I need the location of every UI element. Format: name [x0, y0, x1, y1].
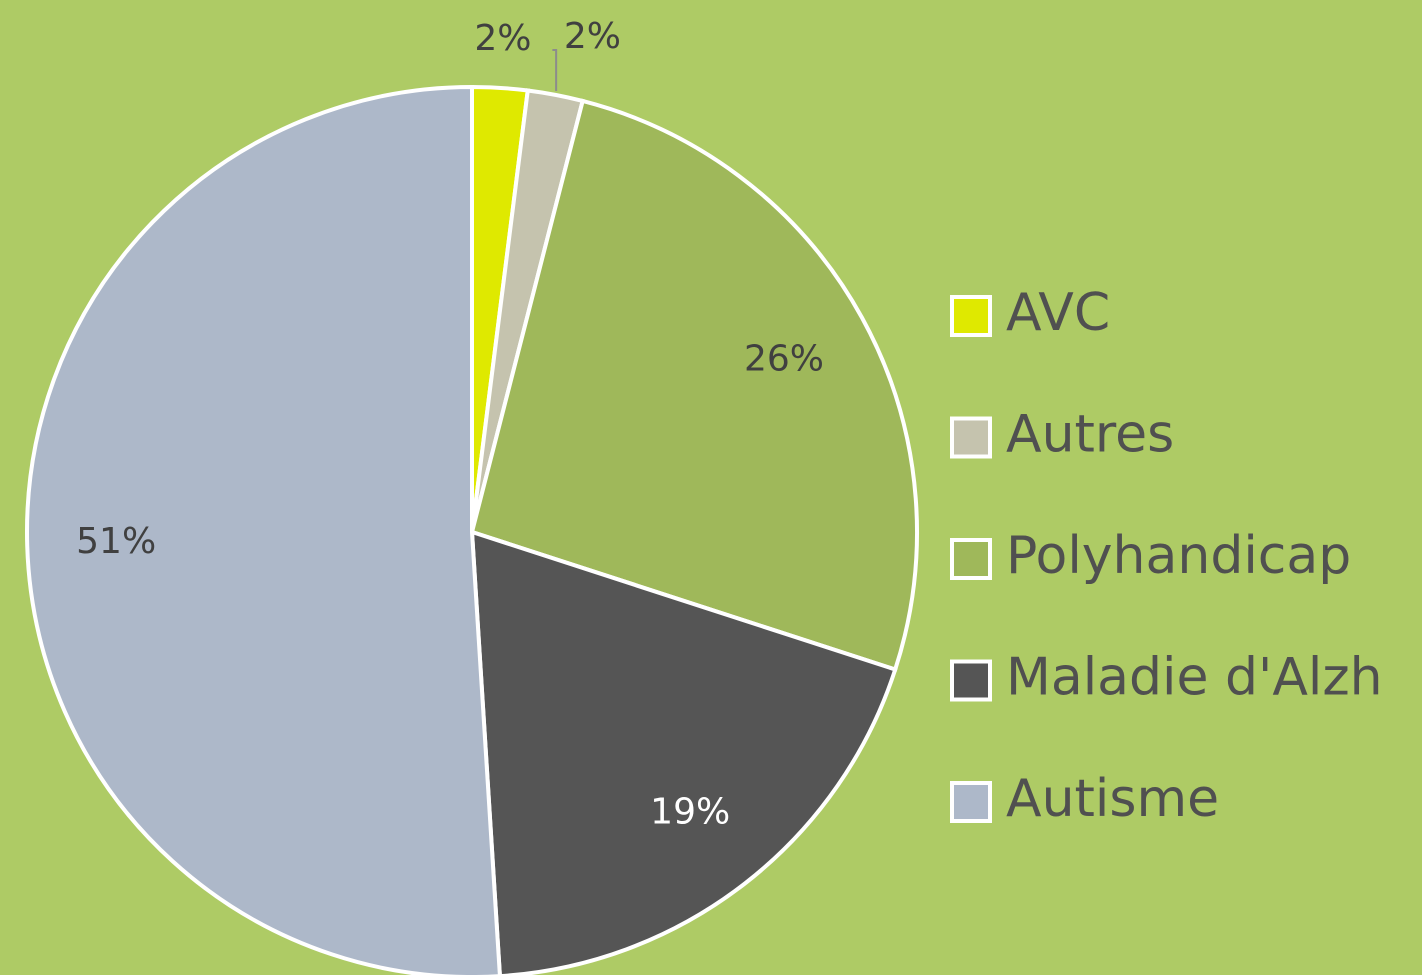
legend-swatch: [950, 295, 992, 337]
legend-swatch: [950, 781, 992, 823]
data-label: 2%: [474, 18, 531, 59]
legend-label: AVC: [1006, 283, 1110, 343]
data-label: 26%: [744, 338, 824, 379]
legend-label: Autisme: [1006, 769, 1219, 829]
legend-label: Autres: [1006, 405, 1174, 465]
legend-label: Polyhandicap: [1006, 526, 1351, 586]
pie-slice: [469, 529, 898, 975]
data-label: 19%: [650, 791, 730, 832]
data-label: 51%: [76, 521, 156, 562]
legend-label: Maladie d'Alzh: [1006, 648, 1383, 708]
legend-swatch: [950, 538, 992, 580]
pie-slice: [25, 84, 502, 975]
legend-swatch: [950, 416, 992, 459]
data-label: 2%: [564, 16, 621, 57]
legend-swatch: [950, 659, 992, 702]
pie-slice: [469, 98, 919, 673]
leader-line: [552, 49, 558, 91]
